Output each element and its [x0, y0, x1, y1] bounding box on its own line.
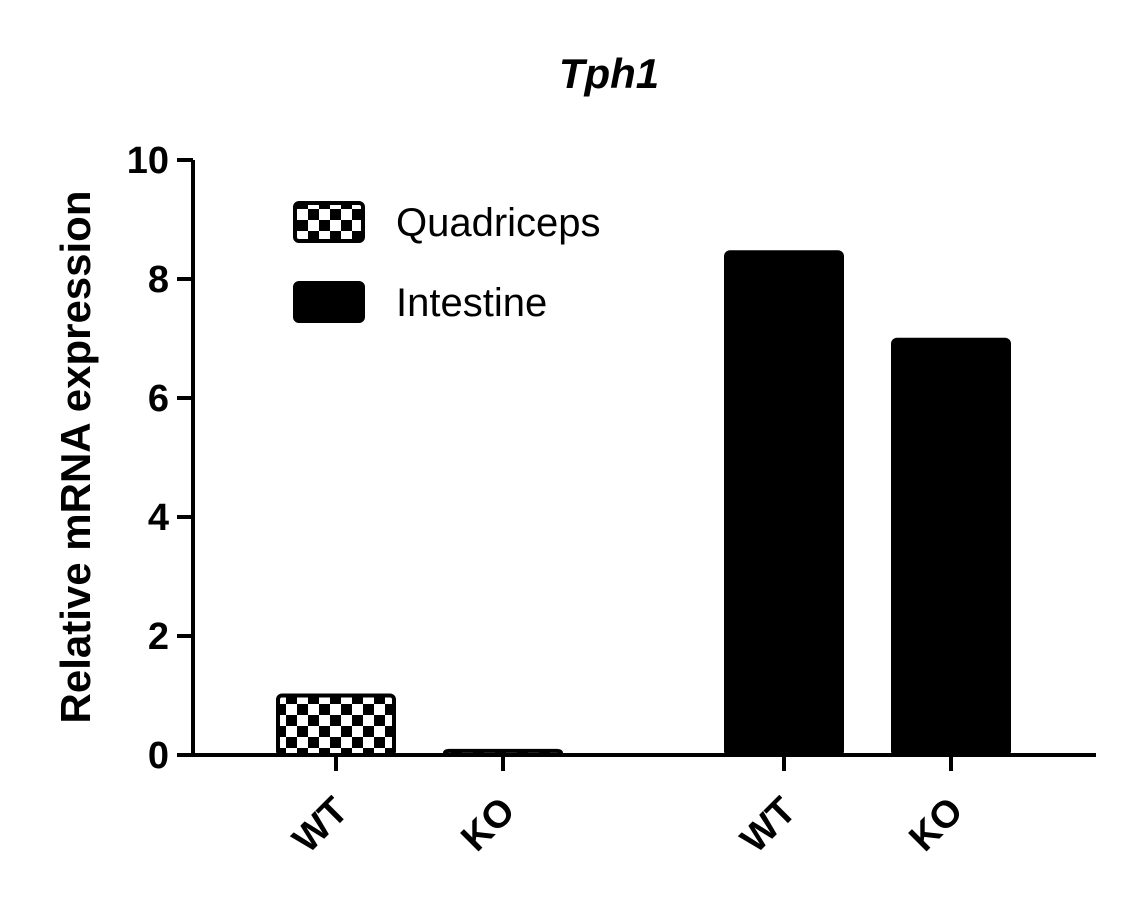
y-tick-label: 8: [148, 259, 169, 301]
bar-intestine-ko: [891, 337, 1011, 757]
y-tick-label: 4: [148, 497, 169, 539]
legend-label-quadriceps: Quadriceps: [396, 201, 601, 245]
legend: Quadriceps Intestine: [293, 201, 601, 325]
legend-label-intestine: Intestine: [396, 281, 547, 325]
x-category-label: KO: [453, 790, 523, 860]
y-axis-ticks: 0 2 4 6 8 10: [127, 140, 193, 777]
y-tick-label: 2: [148, 616, 169, 658]
y-tick-label: 6: [148, 378, 169, 420]
chart-title: Tph1: [559, 50, 659, 97]
x-category-label: KO: [901, 790, 971, 860]
bar-intestine-wt: [724, 250, 844, 757]
legend-swatch-intestine: [293, 281, 365, 323]
bar-quadriceps-wt: [276, 693, 396, 757]
x-axis-ticks: WT KO WT KO: [285, 755, 971, 861]
x-category-label: WT: [733, 790, 804, 861]
legend-swatch-quadriceps: [293, 201, 365, 243]
y-tick-label: 0: [148, 735, 169, 777]
x-category-label: WT: [285, 790, 356, 861]
bars: [276, 250, 1011, 758]
y-tick-label: 10: [127, 140, 169, 182]
y-axis-label: Relative mRNA expression: [52, 191, 99, 724]
